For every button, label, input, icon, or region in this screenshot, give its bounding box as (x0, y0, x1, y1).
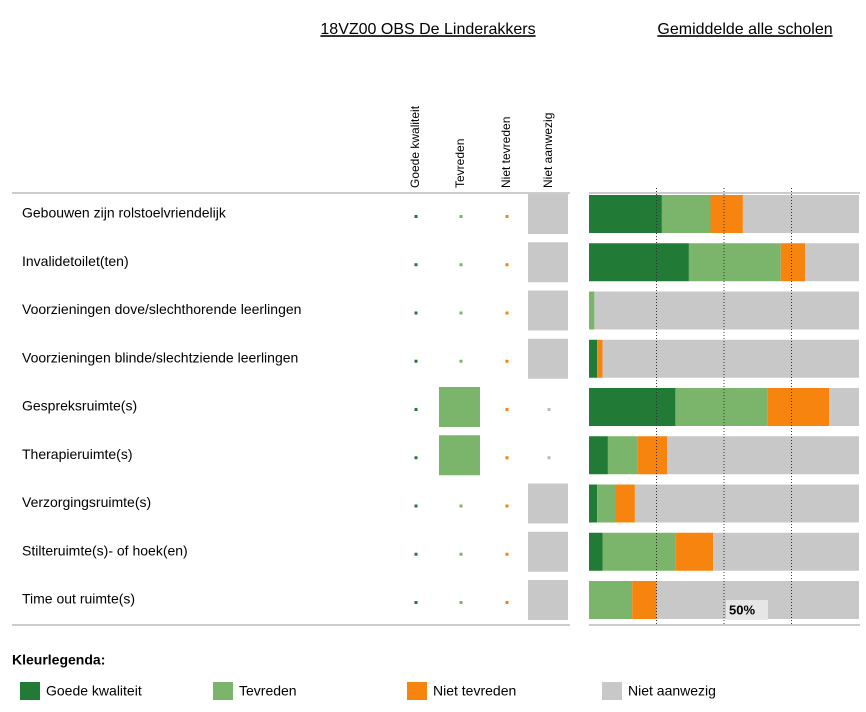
x-tick-label: 50% (729, 602, 755, 617)
answer-box (439, 387, 480, 427)
bar-segment (632, 581, 657, 619)
bar-segment (675, 388, 768, 426)
bar-segment (713, 532, 859, 571)
answer-box (528, 531, 568, 572)
legend-swatch (20, 682, 40, 700)
answer-box (528, 338, 568, 379)
dot (505, 601, 509, 604)
bar-segment (805, 243, 859, 282)
bar-segment (829, 388, 859, 426)
bar-segment (589, 532, 603, 571)
legend-label: Goede kwaliteit (46, 683, 142, 699)
answer-box (528, 194, 568, 234)
legend-label: Tevreden (239, 683, 297, 699)
dot (414, 552, 418, 556)
bar-segment (597, 339, 603, 378)
tick-label-bg (726, 600, 768, 620)
dot (414, 456, 418, 460)
column-header: Goede kwaliteit (408, 105, 422, 188)
dot (414, 311, 418, 315)
dot (459, 311, 463, 315)
dot (459, 504, 463, 508)
legend-swatch (407, 682, 427, 700)
row-label: Stilteruimte(s)- of hoek(en) (22, 542, 188, 558)
answer-box (439, 435, 480, 476)
row-label: Voorzieningen blinde/slechtziende leerli… (22, 349, 298, 365)
column-header: Niet tevreden (499, 117, 513, 188)
dot (505, 263, 509, 267)
bar-segment (602, 532, 676, 571)
answer-box (528, 290, 568, 331)
row-label: Verzorgingsruimte(s) (22, 494, 151, 510)
legend-label: Niet aanwezig (628, 683, 716, 699)
dot (459, 359, 463, 363)
legend-label: Niet tevreden (433, 683, 516, 699)
dot (459, 263, 463, 267)
dot (414, 504, 418, 508)
column-header: Tevreden (453, 139, 467, 188)
bar-segment (589, 291, 595, 330)
bar-segment (589, 581, 633, 619)
bar-segment (710, 195, 743, 233)
dot (547, 456, 551, 460)
bar-segment (589, 484, 598, 523)
row-label: Time out ruimte(s) (22, 591, 135, 607)
bar-segment (688, 243, 781, 282)
bar-segment (607, 436, 638, 475)
answer-box (528, 242, 568, 283)
chart-title: Gemiddelde alle scholen (657, 21, 832, 38)
bar-segment (602, 339, 859, 378)
bar-segment (634, 484, 859, 523)
row-label: Gebouwen zijn rolstoelvriendelijk (22, 205, 227, 221)
legend-swatch (602, 682, 622, 700)
bar-segment (616, 484, 635, 523)
legend-title: Kleurlegenda: (12, 652, 105, 668)
dot (414, 359, 418, 363)
dot (459, 552, 463, 556)
bar-segment (661, 195, 711, 233)
bar-segment (589, 388, 676, 426)
row-label: Therapieruimte(s) (22, 446, 132, 462)
bar-segment (675, 532, 714, 571)
school-title: 18VZ00 OBS De Linderakkers (320, 21, 535, 38)
bar-segment (667, 436, 859, 475)
dot (505, 552, 509, 556)
bar-segment (589, 339, 598, 378)
bar-segment (589, 436, 608, 475)
row-label: Voorzieningen dove/slechthorende leerlin… (22, 301, 301, 317)
dot (505, 359, 509, 363)
bar-segment (589, 243, 689, 282)
dot (505, 408, 509, 411)
bar-segment (780, 243, 805, 282)
dot (414, 601, 418, 604)
bar-segment (597, 484, 616, 523)
dot (505, 311, 509, 315)
dot (459, 215, 463, 218)
row-label: Gespreksruimte(s) (22, 398, 137, 414)
dot (547, 408, 551, 411)
bar-segment (767, 388, 830, 426)
dot (505, 456, 509, 460)
column-header: Niet aanwezig (541, 113, 555, 188)
dot (459, 601, 463, 604)
bar-segment (594, 291, 859, 330)
answer-box (528, 483, 568, 524)
bar-segment (742, 195, 859, 233)
bar-segment (589, 195, 662, 233)
answer-box (528, 580, 568, 620)
row-label: Invalidetoilet(ten) (22, 253, 129, 269)
bar-segment (637, 436, 668, 475)
dot (414, 263, 418, 267)
dot (505, 504, 509, 508)
dot (505, 215, 509, 218)
legend-swatch (213, 682, 233, 700)
dot (414, 408, 418, 411)
dot (414, 215, 418, 218)
